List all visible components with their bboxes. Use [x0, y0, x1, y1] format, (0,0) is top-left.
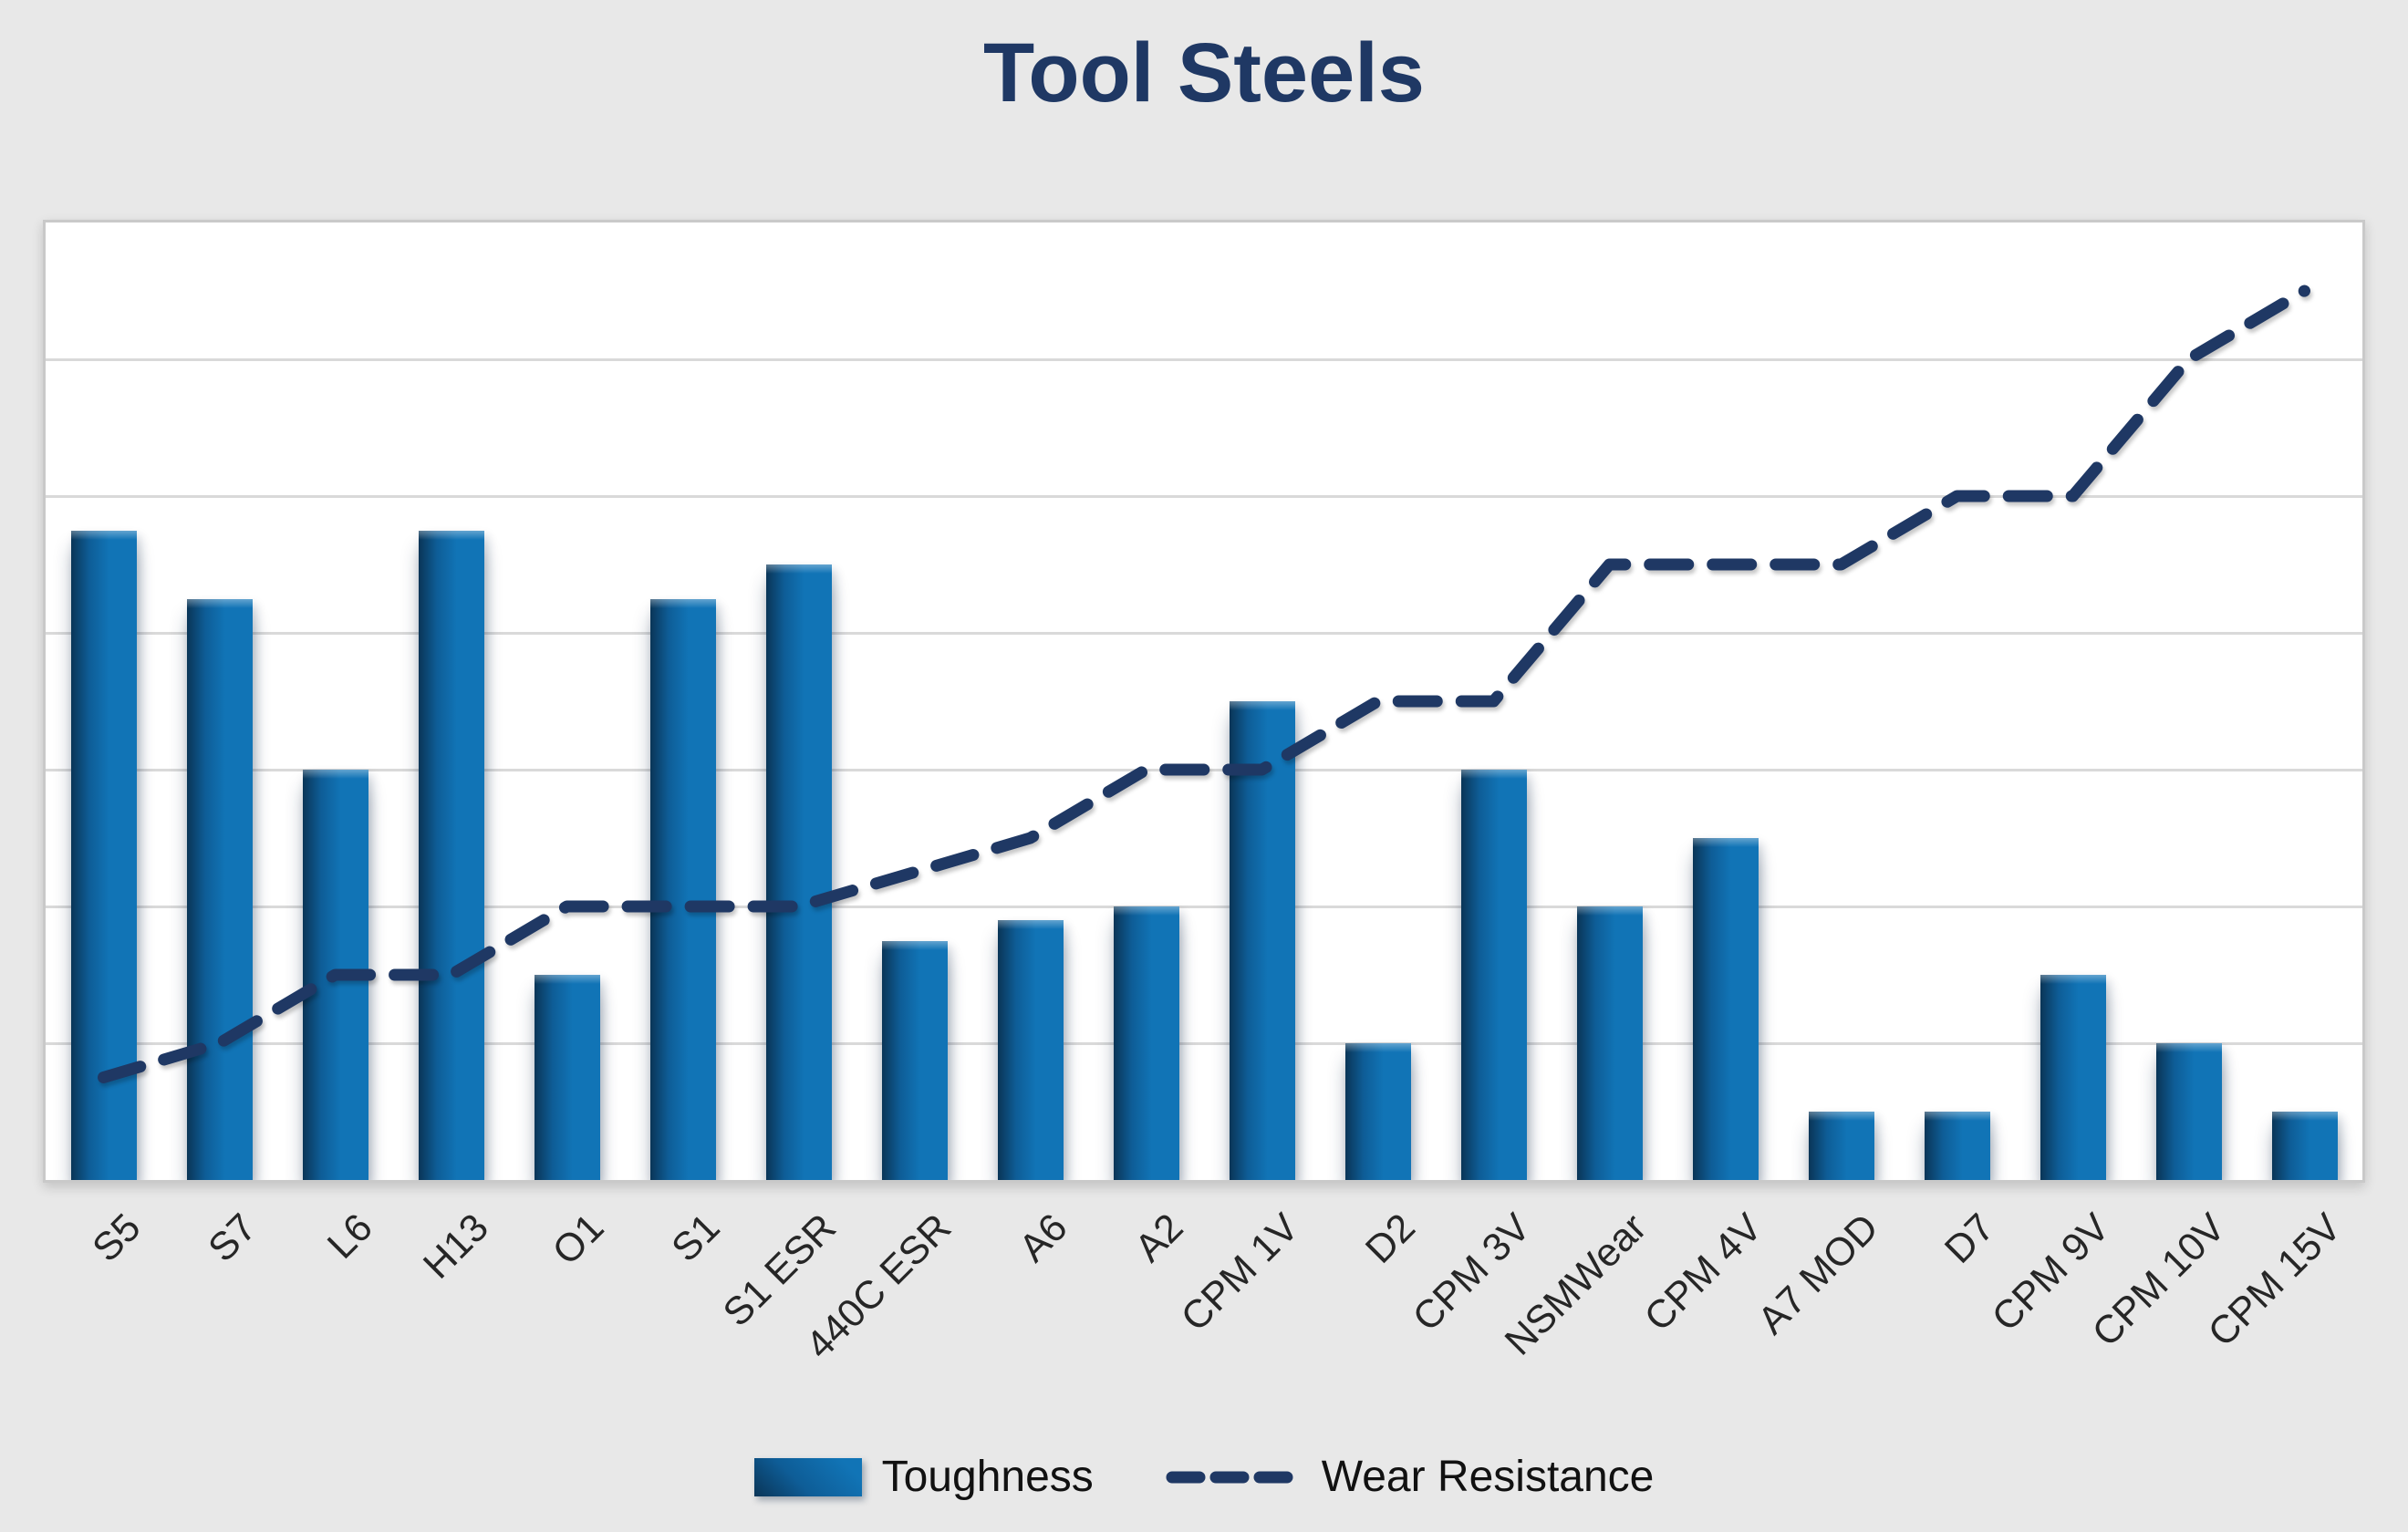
x-axis-label-O1: O1 — [544, 1206, 613, 1274]
gridline — [46, 357, 2362, 361]
gridline — [46, 1041, 2362, 1045]
x-axis-label-D2: D2 — [1356, 1206, 1424, 1272]
x-axis-label-D7: D7 — [1936, 1206, 2003, 1272]
toughness-bar-D2 — [1344, 1043, 1411, 1180]
x-axis-label-S7: S7 — [200, 1206, 265, 1271]
toughness-bar-CPM 4V — [1692, 838, 1759, 1180]
x-axis-label-S1 ESR: S1 ESR — [714, 1206, 845, 1336]
wear-resistance-dash-icon — [1166, 1471, 1301, 1483]
x-axis-label-CPM 3V: CPM 3V — [1405, 1206, 1540, 1340]
x-axis-label-440C ESR: 440C ESR — [797, 1206, 960, 1368]
toughness-bar-CPM 15V — [2271, 1112, 2338, 1180]
plot-area — [43, 220, 2365, 1183]
x-axis-label-NSMWear: NSMWear — [1496, 1206, 1656, 1364]
toughness-bar-A7 MOD — [1808, 1112, 1874, 1180]
toughness-bar-D7 — [1924, 1112, 1990, 1180]
toughness-bar-CPM 10V — [2155, 1043, 2222, 1180]
legend-item-wear-resistance: Wear Resistance — [1165, 1452, 1655, 1502]
toughness-bar-CPM 3V — [1460, 770, 1527, 1180]
legend-label-toughness: Toughness — [881, 1453, 1094, 1501]
x-axis-label-S5: S5 — [84, 1206, 150, 1271]
x-axis-label-S1: S1 — [663, 1206, 729, 1271]
toughness-bar-CPM 9V — [2040, 975, 2106, 1180]
toughness-bar-440C ESR — [881, 940, 948, 1180]
legend: Toughness Wear Resistance — [0, 1452, 2408, 1502]
toughness-bar-S7 — [186, 598, 253, 1180]
toughness-bar-S1 ESR — [765, 564, 832, 1180]
x-axis-label-CPM 10V: CPM 10V — [2084, 1206, 2235, 1356]
x-axis-label-H13: H13 — [414, 1206, 497, 1288]
toughness-bar-H13 — [418, 530, 484, 1180]
toughness-bar-A6 — [997, 920, 1064, 1180]
x-axis-label-CPM 4V: CPM 4V — [1636, 1206, 1771, 1340]
x-axis-label-A6: A6 — [1011, 1206, 1076, 1271]
toughness-bar-NSMWear — [1576, 906, 1643, 1180]
toughness-swatch-icon — [753, 1457, 862, 1496]
x-axis-label-CPM 9V: CPM 9V — [1984, 1206, 2119, 1340]
legend-item-toughness: Toughness — [753, 1452, 1094, 1502]
x-axis-label-L6: L6 — [318, 1206, 381, 1268]
toughness-bar-S1 — [649, 598, 716, 1180]
legend-label-wear-resistance: Wear Resistance — [1321, 1453, 1655, 1501]
x-axis-label-CPM 1V: CPM 1V — [1173, 1206, 1308, 1340]
gridline — [46, 494, 2362, 498]
gridline — [46, 905, 2362, 908]
toughness-bar-O1 — [534, 975, 600, 1180]
toughness-bar-CPM 1V — [1229, 701, 1295, 1180]
x-axis-label-A7 MOD: A7 MOD — [1749, 1206, 1887, 1343]
chart-title: Tool Steels — [983, 26, 1425, 119]
x-axis-label-CPM 15V: CPM 15V — [2200, 1206, 2351, 1356]
gridline — [46, 631, 2362, 635]
toughness-bar-A2 — [1113, 906, 1179, 1180]
x-axis-label-A2: A2 — [1126, 1206, 1192, 1271]
wear-resistance-line — [98, 285, 2310, 1083]
